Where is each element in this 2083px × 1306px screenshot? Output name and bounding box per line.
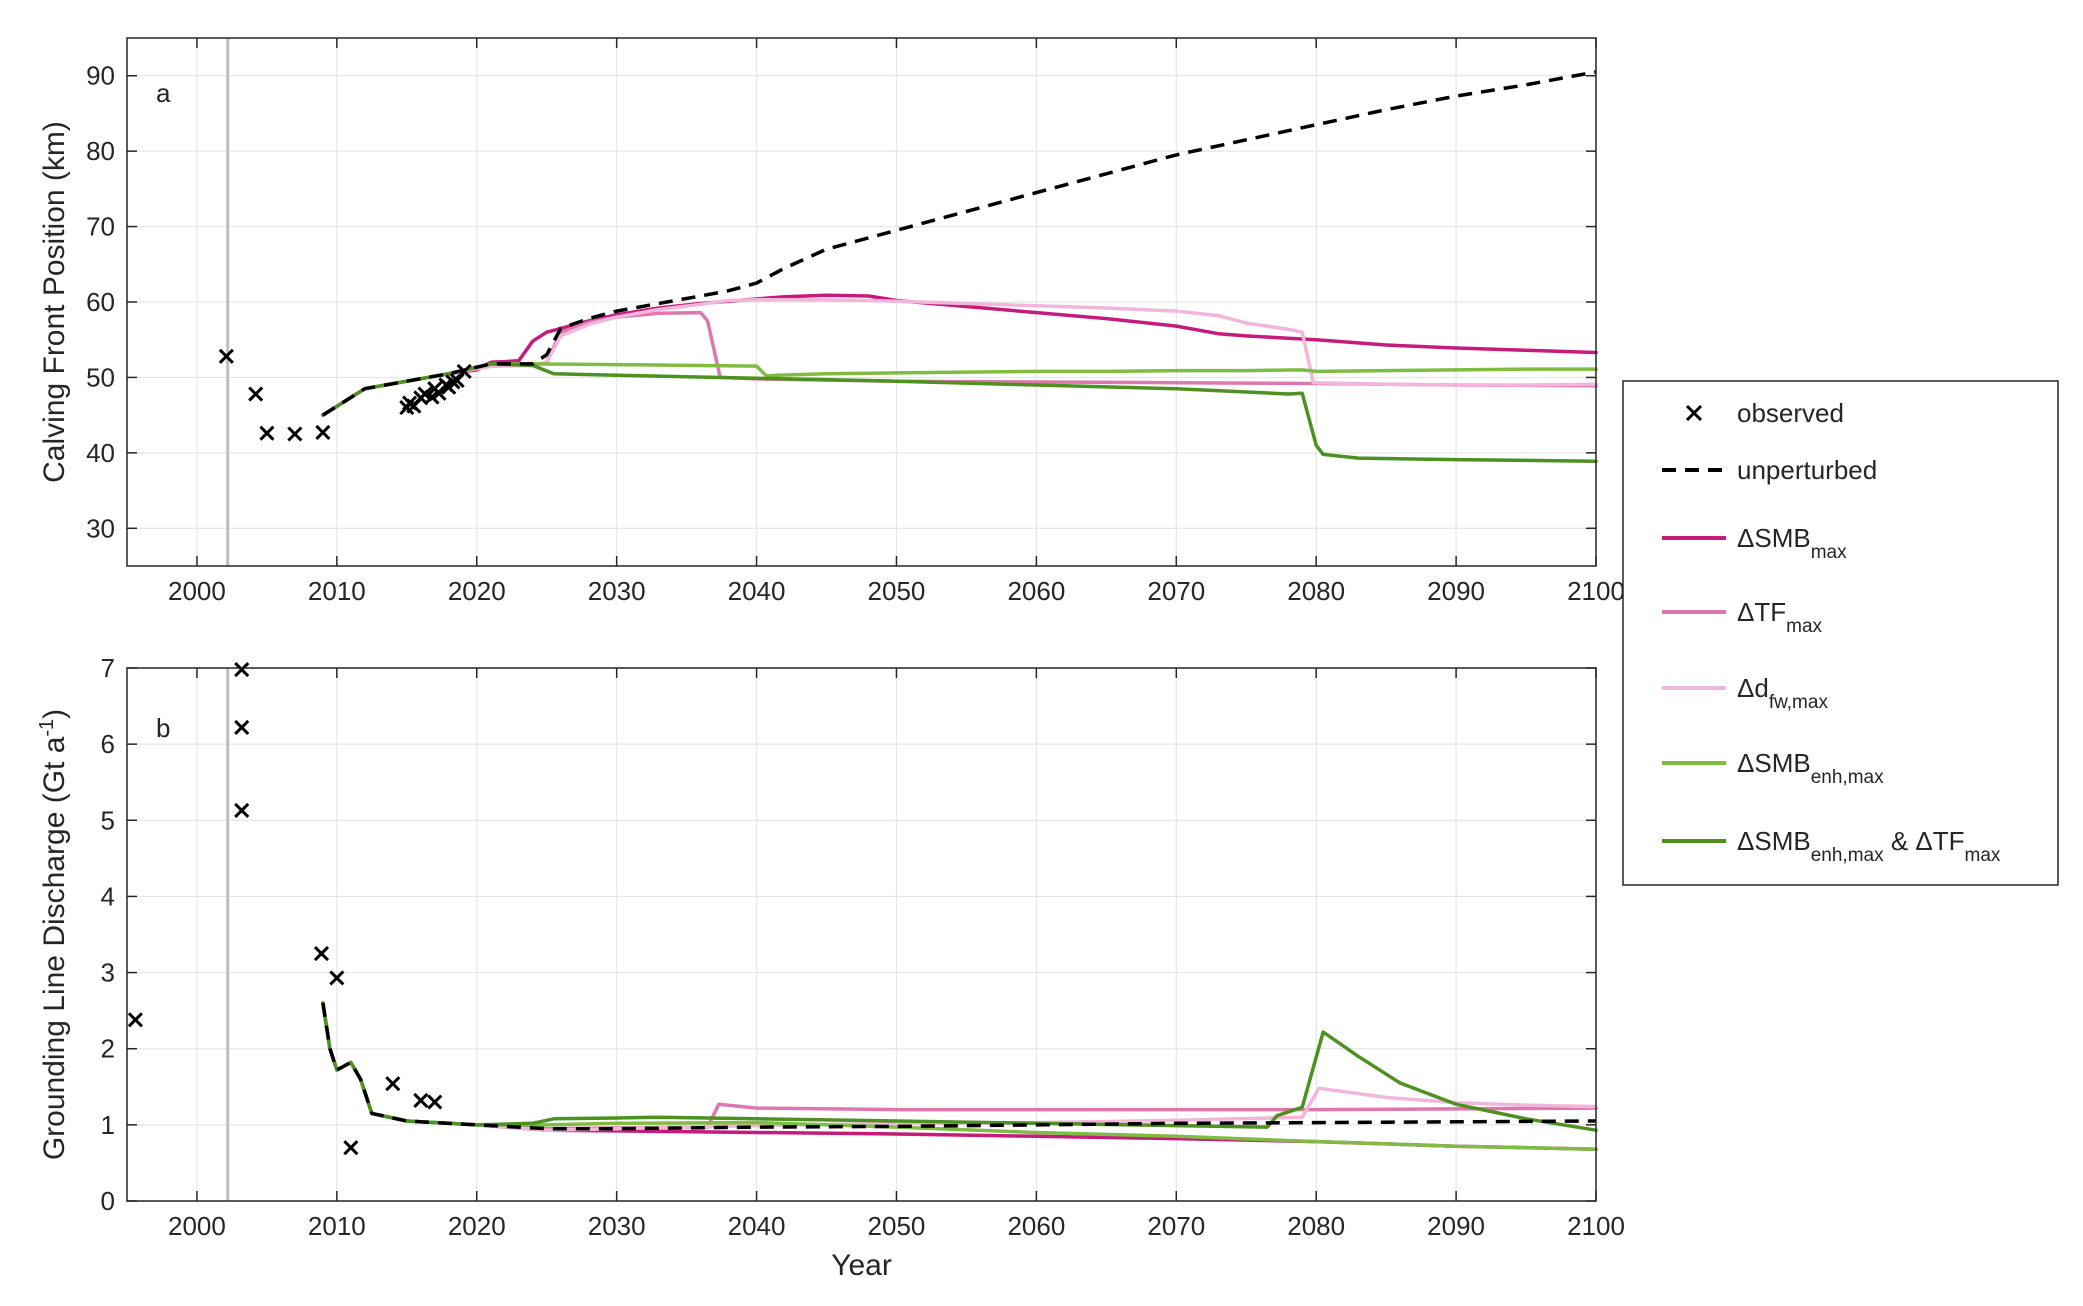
y-tick-label: 7 [101,653,115,683]
legend-label: ΔTFmax [1737,597,1823,637]
y-tick-label: 5 [101,805,115,835]
x-tick-label: 2080 [1287,1211,1345,1241]
panel-b-x-axis-label: Year [831,1249,892,1282]
observed-marker [287,426,303,442]
panel-b-axes-frame [126,667,1597,1202]
x-tick-label: 2030 [588,1211,646,1241]
x-tick-label: 2080 [1287,576,1345,606]
legend-label: ΔSMBmax [1737,523,1847,563]
legend-item-0: observed [1685,398,1844,428]
x-tick-label: 2090 [1427,1211,1485,1241]
x-tick-label: 2070 [1147,1211,1205,1241]
x-tick-label: 2020 [448,576,506,606]
observed-marker [329,970,345,986]
y-tick-label: 6 [101,729,115,759]
x-tick-label: 2100 [1567,1211,1625,1241]
legend-label: observed [1737,398,1844,428]
series-line-unperturbed [321,1002,1597,1131]
panel-a-observed-markers [218,348,472,442]
y-tick-label: 80 [86,136,115,166]
legend-item-6: ΔSMBenh,max & ΔTFmax [1662,826,2001,866]
observed-marker [385,1076,401,1092]
y-tick-label: 4 [101,881,115,911]
legend-item-5: ΔSMBenh,max [1662,748,1884,788]
observed-marker [445,374,461,390]
observed-marker [234,661,250,678]
observed-marker [234,802,250,818]
panel-a-calving-front: 2000 2010 2020 2030 2040 2050 2060 2070 2080 2090… [38,37,1625,606]
observed-marker [427,1094,443,1110]
series-line-unperturbed [321,70,1597,417]
legend-item-1: unperturbed [1662,455,1877,485]
observed-marker [127,1012,143,1028]
legend-item-4: Δdfw,max [1662,673,1828,713]
x-tick-label: 2060 [1007,1211,1065,1241]
y-tick-label: 50 [86,362,115,392]
x-tick-label: 2020 [448,1211,506,1241]
panel-b-letter: b [156,713,170,743]
observed-marker [234,719,250,735]
x-tick-label: 2050 [868,1211,926,1241]
panel-a-ticks: 2000 2010 2020 2030 2040 2050 2060 2070 2080 2090… [86,38,1625,606]
x-tick-label: 2060 [1007,576,1065,606]
legend-item-3: ΔTFmax [1662,597,1823,637]
panel-b-ticks: 2000 2010 2020 2030 2040 2050 2060 2070 2080 2090… [101,653,1625,1241]
y-tick-label: 40 [86,438,115,468]
observed-marker [313,945,330,962]
panel-a-y-axis-label: Calving Front Position (km) [38,121,71,483]
y-tick-label: 30 [86,513,115,543]
x-tick-label: 2010 [308,576,366,606]
y-tick-label: 60 [86,287,115,317]
y-tick-label: 2 [101,1034,115,1064]
x-tick-label: 2030 [588,576,646,606]
x-tick-label: 2040 [728,1211,786,1241]
legend-box [1622,380,2059,886]
x-tick-label: 2000 [168,1211,226,1241]
observed-marker [456,363,472,379]
legend-item-2: ΔSMBmax [1662,523,1847,563]
x-tick-label: 2100 [1567,576,1625,606]
panel-b-y-axis-label-sup: -1 [36,719,58,737]
observed-marker [413,1092,429,1109]
legend-items: observed unperturbed ΔSMBmax ΔTFmax Δdfw,max… [1662,398,2001,866]
observed-marker [315,424,331,441]
y-tick-label: 3 [101,958,115,988]
y-tick-label: 1 [101,1110,115,1140]
x-tick-label: 2090 [1427,576,1485,606]
panel-b-y-axis-label: Grounding Line Discharge (Gt a-1) [36,709,71,1160]
x-tick-label: 2050 [868,576,926,606]
x-tick-label: 2010 [308,1211,366,1241]
panel-b-y-axis-label-main: Grounding Line Discharge (Gt a [38,736,71,1160]
panel-a-letter: a [156,78,171,108]
panel-b-observed-markers [127,661,443,1156]
panel-b-grounding-line-discharge: 2000 2010 2020 2030 2040 2050 2060 2070 2080 2090… [36,653,1625,1282]
legend-label: Δdfw,max [1737,673,1828,713]
y-tick-label: 90 [86,61,115,91]
x-tick-label: 2000 [168,576,226,606]
x-tick-label: 2070 [1147,576,1205,606]
y-tick-label: 70 [86,212,115,242]
panel-b-y-axis-label-end: ) [38,709,71,719]
observed-marker [259,425,275,441]
observed-marker [343,1140,359,1156]
legend-label: ΔSMBenh,max & ΔTFmax [1737,826,2001,866]
observed-marker [218,348,234,364]
y-tick-label: 0 [101,1186,115,1216]
legend-label: ΔSMBenh,max [1737,748,1884,788]
observed-marker [248,386,264,402]
x-tick-label: 2040 [728,576,786,606]
panel-b-series [321,1001,1598,1151]
legend-label: unperturbed [1737,455,1877,485]
legend: observed unperturbed ΔSMBmax ΔTFmax Δdfw,max… [1622,380,2059,886]
